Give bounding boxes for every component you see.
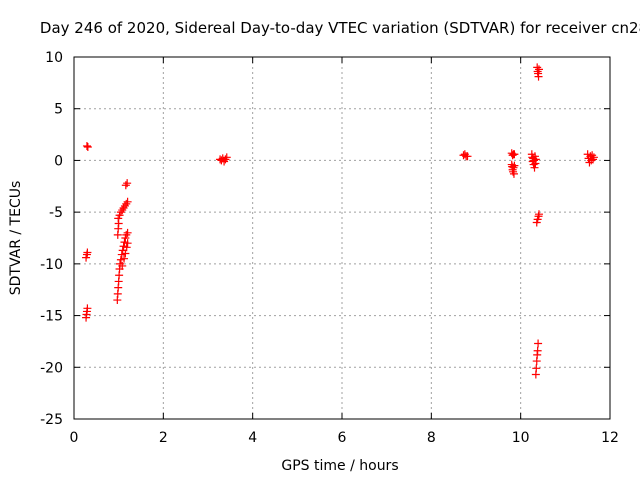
- data-point: [534, 65, 543, 74]
- data-point: [510, 161, 519, 170]
- data-point: [508, 151, 517, 160]
- data-point: [83, 304, 92, 313]
- x-tick-label: 2: [159, 430, 168, 446]
- data-point: [534, 210, 543, 219]
- x-tick-label: 12: [601, 430, 619, 446]
- data-point: [123, 179, 132, 188]
- x-tick-label: 0: [70, 430, 79, 446]
- y-tick-label: -10: [40, 257, 63, 273]
- data-point: [533, 346, 542, 355]
- data-point: [118, 261, 127, 270]
- x-tick-label: 4: [248, 430, 257, 446]
- data-point: [122, 243, 131, 252]
- data-point: [510, 150, 519, 159]
- data-point: [120, 254, 129, 263]
- x-tick-label: 10: [512, 430, 530, 446]
- chart-title: Day 246 of 2020, Sidereal Day-to-day VTE…: [40, 19, 640, 37]
- data-point: [83, 248, 92, 257]
- data-point: [589, 153, 598, 162]
- y-tick-label: 5: [54, 102, 63, 118]
- data-point: [509, 169, 518, 178]
- y-axis-label: SDTVAR / TECUs: [8, 181, 24, 296]
- x-axis: 0 2 4 6 8 10 12: [70, 57, 619, 446]
- data-point: [123, 197, 132, 206]
- y-tick-label: -5: [49, 205, 63, 221]
- data-point: [534, 339, 543, 348]
- data-point: [123, 239, 132, 248]
- x-axis-label: GPS time / hours: [281, 458, 398, 474]
- data-point: [532, 364, 541, 373]
- data-point: [121, 249, 130, 258]
- y-tick-label: 10: [45, 50, 63, 66]
- data-points: [82, 63, 598, 379]
- data-point: [83, 142, 92, 151]
- data-point: [463, 152, 472, 161]
- y-axis: -25 -20 -15 -10 -5 0 5 10: [40, 50, 610, 428]
- data-point: [222, 153, 231, 162]
- data-point: [530, 163, 539, 172]
- data-point: [82, 141, 91, 150]
- y-tick-label: -25: [40, 412, 63, 428]
- data-point: [531, 155, 540, 164]
- y-tick-label: -15: [40, 309, 63, 325]
- data-point: [123, 228, 132, 237]
- x-tick-label: 8: [427, 430, 436, 446]
- grid-lines: [74, 57, 610, 419]
- data-point: [117, 250, 126, 259]
- data-point: [534, 72, 543, 81]
- x-tick-label: 6: [338, 430, 347, 446]
- y-tick-label: -20: [40, 360, 63, 376]
- y-tick-label: 0: [54, 153, 63, 169]
- data-point: [121, 181, 130, 190]
